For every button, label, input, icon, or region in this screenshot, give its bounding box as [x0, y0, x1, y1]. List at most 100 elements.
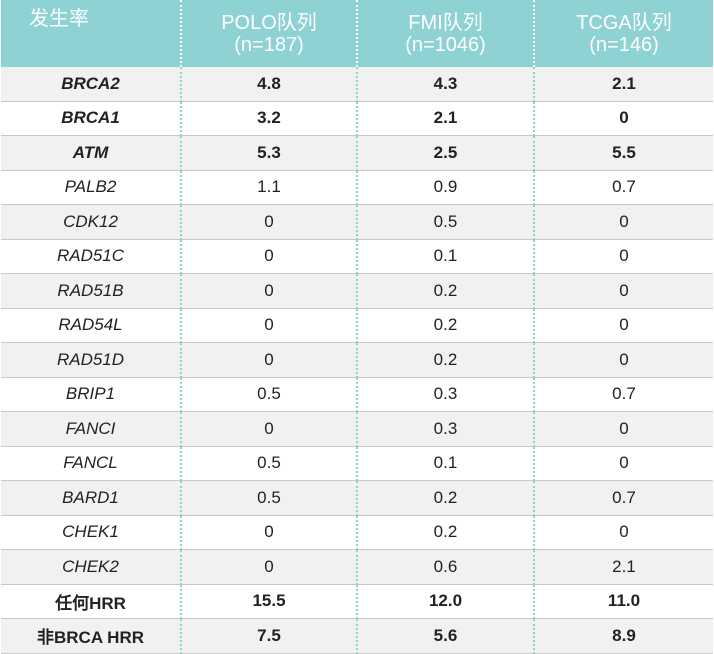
table-row: CDK12 0 0.5 0 [1, 204, 713, 240]
value-cell: 0.5 [180, 377, 357, 412]
table-row: 任何HRR 15.5 12.0 11.0 [1, 584, 713, 619]
gene-cell: CDK12 [1, 204, 181, 240]
value-cell: 0.1 [356, 239, 534, 274]
table-row: RAD54L 0 0.2 0 [1, 308, 713, 343]
value-cell: 5.6 [356, 618, 534, 654]
gene-cell: RAD51D [1, 342, 181, 378]
value-cell: 15.5 [180, 584, 357, 619]
gene-cell: RAD54L [1, 308, 181, 343]
gene-cell: CHEK2 [1, 549, 181, 585]
value-cell: 0.2 [356, 480, 534, 516]
value-cell: 0.5 [180, 446, 357, 481]
value-cell: 0 [533, 515, 713, 550]
value-cell: 0 [180, 515, 357, 550]
value-cell: 2.1 [533, 67, 713, 102]
header-line: 发生率 [29, 8, 89, 30]
value-cell: 0 [180, 273, 357, 309]
value-cell: 0 [533, 411, 713, 447]
value-cell: 0.7 [533, 480, 713, 516]
value-cell: 0.7 [533, 377, 713, 412]
value-cell: 11.0 [533, 584, 713, 619]
table-row: BARD1 0.5 0.2 0.7 [1, 480, 713, 516]
table-row: CHEK1 0 0.2 0 [1, 515, 713, 550]
table-body: BRCA2 4.8 4.3 2.1 BRCA1 3.2 2.1 0 ATM 5.3 2.5 5.5 PA… [1, 67, 713, 654]
value-cell: 1.1 [180, 170, 357, 205]
value-cell: 0.9 [356, 170, 534, 205]
table-row: BRCA2 4.8 4.3 2.1 [1, 67, 713, 102]
header-cell: POLO队列 (n=187) [180, 0, 357, 67]
value-cell: 0 [533, 204, 713, 240]
value-cell: 0.1 [356, 446, 534, 481]
value-cell: 0 [533, 342, 713, 378]
header-cell: 发生率 [1, 0, 181, 67]
gene-cell: PALB2 [1, 170, 181, 205]
table-row: RAD51B 0 0.2 0 [1, 273, 713, 309]
value-cell: 0 [533, 308, 713, 343]
value-cell: 0.3 [356, 411, 534, 447]
value-cell: 0 [180, 204, 357, 240]
value-cell: 0.2 [356, 308, 534, 343]
header-line: (n=187) [234, 33, 304, 56]
value-cell: 0 [533, 273, 713, 309]
value-cell: 0.3 [356, 377, 534, 412]
table-row: FANCL 0.5 0.1 0 [1, 446, 713, 481]
gene-cell: BRCA1 [1, 101, 181, 136]
gene-cell: CHEK1 [1, 515, 181, 550]
value-cell: 2.1 [533, 549, 713, 585]
table-row: BRCA1 3.2 2.1 0 [1, 101, 713, 136]
table-row: PALB2 1.1 0.9 0.7 [1, 170, 713, 205]
value-cell: 0 [533, 446, 713, 481]
table-row: CHEK2 0 0.6 2.1 [1, 549, 713, 585]
value-cell: 0 [180, 411, 357, 447]
gene-cell: 非BRCA HRR [1, 618, 181, 654]
gene-cell: BRIP1 [1, 377, 181, 412]
value-cell: 0 [533, 101, 713, 136]
value-cell: 0.5 [356, 204, 534, 240]
table-row: FANCI 0 0.3 0 [1, 411, 713, 447]
value-cell: 12.0 [356, 584, 534, 619]
header-cell: TCGA队列 (n=146) [533, 0, 713, 67]
value-cell: 4.3 [356, 67, 534, 102]
value-cell: 0 [533, 239, 713, 274]
value-cell: 5.3 [180, 135, 357, 171]
header-line: (n=146) [589, 33, 659, 56]
header-cell: FMI队列 (n=1046) [356, 0, 534, 67]
value-cell: 4.8 [180, 67, 357, 102]
gene-cell: RAD51C [1, 239, 181, 274]
value-cell: 0.6 [356, 549, 534, 585]
table-row: BRIP1 0.5 0.3 0.7 [1, 377, 713, 412]
value-cell: 0.7 [533, 170, 713, 205]
table-row: ATM 5.3 2.5 5.5 [1, 135, 713, 171]
value-cell: 5.5 [533, 135, 713, 171]
value-cell: 0.2 [356, 273, 534, 309]
value-cell: 7.5 [180, 618, 357, 654]
value-cell: 0 [180, 308, 357, 343]
table-row: RAD51C 0 0.1 0 [1, 239, 713, 274]
header-line: (n=1046) [405, 33, 486, 56]
gene-cell: FANCL [1, 446, 181, 481]
value-cell: 2.5 [356, 135, 534, 171]
value-cell: 3.2 [180, 101, 357, 136]
header-line: FMI队列 [408, 11, 483, 34]
value-cell: 8.9 [533, 618, 713, 654]
value-cell: 0.2 [356, 342, 534, 378]
value-cell: 0.2 [356, 515, 534, 550]
header-line: TCGA队列 [576, 11, 672, 34]
value-cell: 0 [180, 549, 357, 585]
gene-cell: BARD1 [1, 480, 181, 516]
gene-cell: FANCI [1, 411, 181, 447]
value-cell: 0.5 [180, 480, 357, 516]
table-row: RAD51D 0 0.2 0 [1, 342, 713, 378]
value-cell: 2.1 [356, 101, 534, 136]
gene-cell: RAD51B [1, 273, 181, 309]
gene-cell: 任何HRR [1, 584, 181, 619]
header-row: 发生率 POLO队列 (n=187) FMI队列 (n=1046) TCGA队列 (n=14… [1, 0, 713, 67]
gene-cell: BRCA2 [1, 67, 181, 102]
gene-cell: ATM [1, 135, 181, 171]
table-row: 非BRCA HRR 7.5 5.6 8.9 [1, 618, 713, 654]
header-line: POLO队列 [221, 11, 317, 34]
value-cell: 0 [180, 239, 357, 274]
value-cell: 0 [180, 342, 357, 378]
